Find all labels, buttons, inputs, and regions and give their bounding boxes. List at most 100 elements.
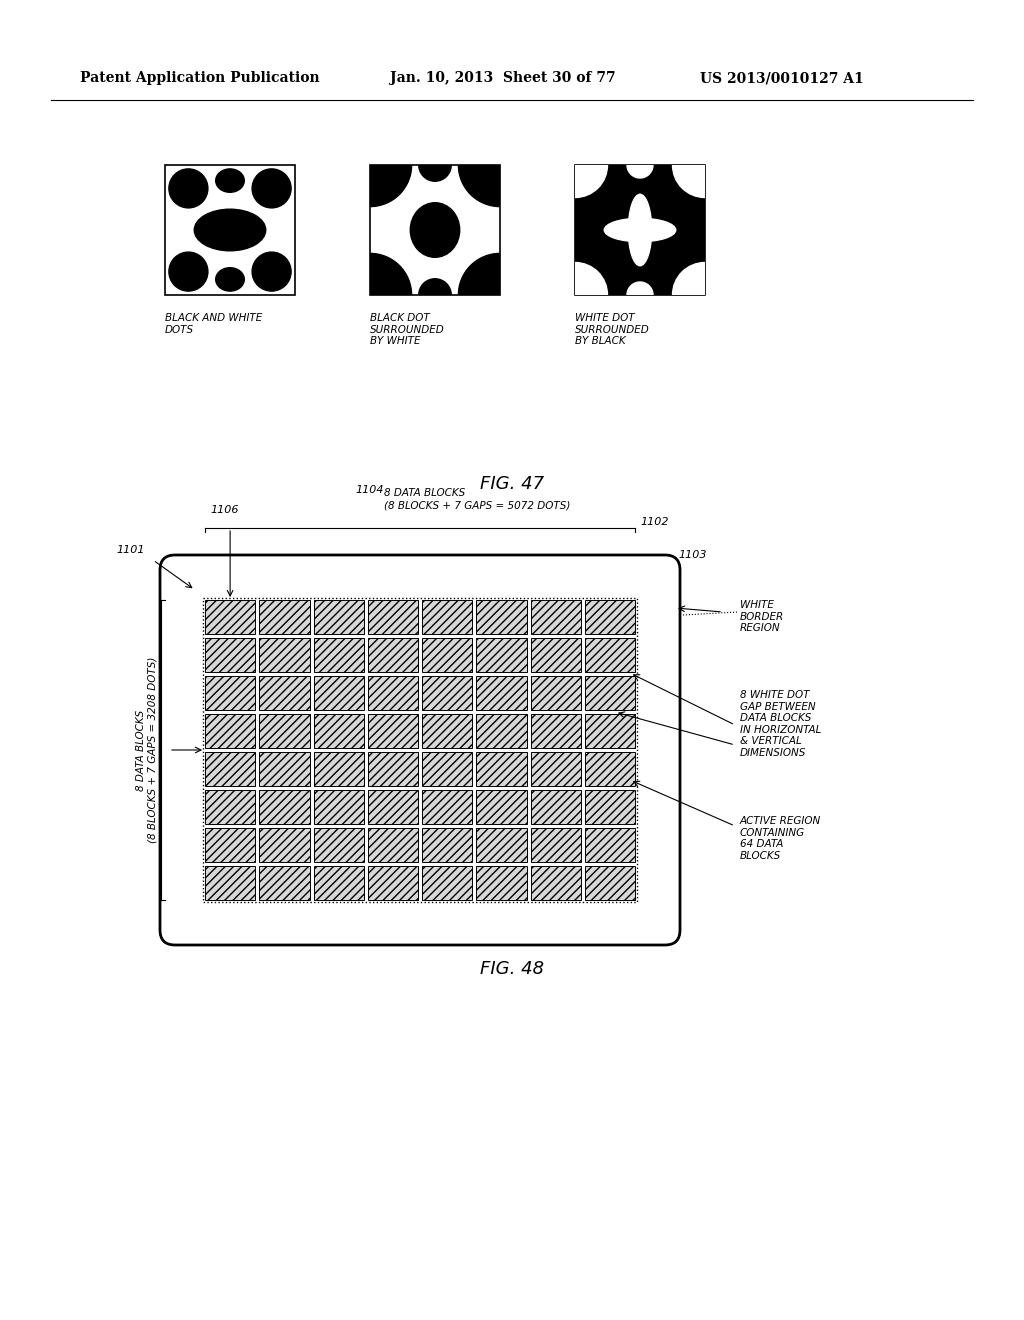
Text: 1103: 1103 <box>678 550 707 560</box>
Ellipse shape <box>627 152 653 178</box>
Bar <box>476 828 526 862</box>
Bar <box>313 601 364 634</box>
Ellipse shape <box>252 169 291 209</box>
Bar <box>476 714 526 748</box>
Text: ACTIVE REGION
CONTAINING
64 DATA
BLOCKS: ACTIVE REGION CONTAINING 64 DATA BLOCKS <box>740 816 821 861</box>
Bar <box>530 789 581 824</box>
Text: 1104: 1104 <box>355 484 384 495</box>
Bar <box>259 676 309 710</box>
Bar <box>530 714 581 748</box>
Bar <box>205 828 255 862</box>
Bar <box>422 676 472 710</box>
Bar <box>165 165 295 294</box>
Text: 1102: 1102 <box>640 517 669 527</box>
Bar <box>259 828 309 862</box>
Text: US 2013/0010127 A1: US 2013/0010127 A1 <box>700 71 864 84</box>
Bar <box>205 789 255 824</box>
Ellipse shape <box>329 123 412 207</box>
Bar <box>530 638 581 672</box>
Bar <box>422 714 472 748</box>
Bar <box>476 789 526 824</box>
Ellipse shape <box>216 169 245 193</box>
Ellipse shape <box>419 279 452 312</box>
Ellipse shape <box>419 149 452 181</box>
Bar <box>205 676 255 710</box>
Bar <box>585 638 635 672</box>
Bar <box>368 601 418 634</box>
Text: FIG. 47: FIG. 47 <box>480 475 544 492</box>
Bar <box>476 866 526 900</box>
Bar <box>585 828 635 862</box>
FancyBboxPatch shape <box>160 554 680 945</box>
Bar <box>422 789 472 824</box>
Bar <box>259 789 309 824</box>
Ellipse shape <box>673 263 737 327</box>
Bar <box>585 714 635 748</box>
Bar <box>205 714 255 748</box>
Text: BLACK DOT
SURROUNDED
BY WHITE: BLACK DOT SURROUNDED BY WHITE <box>370 313 444 346</box>
Bar <box>422 828 472 862</box>
Text: WHITE
BORDER
REGION: WHITE BORDER REGION <box>740 601 784 634</box>
Bar <box>368 676 418 710</box>
Bar <box>476 752 526 785</box>
Bar <box>368 752 418 785</box>
Bar <box>313 676 364 710</box>
Bar <box>259 752 309 785</box>
Ellipse shape <box>673 132 737 198</box>
Text: Jan. 10, 2013  Sheet 30 of 77: Jan. 10, 2013 Sheet 30 of 77 <box>390 71 615 84</box>
Bar <box>422 752 472 785</box>
Bar <box>368 828 418 862</box>
Text: Patent Application Publication: Patent Application Publication <box>80 71 319 84</box>
Bar <box>368 638 418 672</box>
Bar <box>205 866 255 900</box>
Bar <box>476 601 526 634</box>
Bar <box>422 866 472 900</box>
Bar <box>205 752 255 785</box>
Bar <box>259 866 309 900</box>
Bar <box>368 866 418 900</box>
Text: 8 WHITE DOT
GAP BETWEEN
DATA BLOCKS
IN HORIZONTAL
& VERTICAL
DIMENSIONS: 8 WHITE DOT GAP BETWEEN DATA BLOCKS IN H… <box>740 690 821 758</box>
Bar <box>585 752 635 785</box>
Text: WHITE DOT
SURROUNDED
BY BLACK: WHITE DOT SURROUNDED BY BLACK <box>575 313 650 346</box>
Ellipse shape <box>169 252 208 292</box>
Text: FIG. 48: FIG. 48 <box>480 960 544 978</box>
Bar <box>259 601 309 634</box>
Bar <box>370 165 500 294</box>
Bar <box>203 598 637 902</box>
Text: 1101: 1101 <box>117 545 145 554</box>
Text: 8 DATA BLOCKS
(8 BLOCKS + 7 GAPS = 5072 DOTS): 8 DATA BLOCKS (8 BLOCKS + 7 GAPS = 5072 … <box>384 488 570 510</box>
Bar <box>530 676 581 710</box>
Text: BLACK AND WHITE
DOTS: BLACK AND WHITE DOTS <box>165 313 262 334</box>
Ellipse shape <box>604 218 676 242</box>
Ellipse shape <box>252 252 291 292</box>
Bar <box>313 752 364 785</box>
Bar <box>259 638 309 672</box>
Ellipse shape <box>543 263 607 327</box>
Bar <box>205 638 255 672</box>
Bar <box>313 638 364 672</box>
Bar <box>585 601 635 634</box>
Text: 8 DATA BLOCKS
(8 BLOCKS + 7 GAPS = 3208 DOTS): 8 DATA BLOCKS (8 BLOCKS + 7 GAPS = 3208 … <box>136 657 158 843</box>
Ellipse shape <box>459 123 542 207</box>
Text: 1106: 1106 <box>210 506 239 515</box>
Bar <box>313 789 364 824</box>
Ellipse shape <box>169 169 208 209</box>
Bar <box>530 601 581 634</box>
Bar <box>205 601 255 634</box>
Bar <box>585 866 635 900</box>
Bar <box>476 676 526 710</box>
Ellipse shape <box>329 253 412 337</box>
Bar <box>368 714 418 748</box>
Ellipse shape <box>629 194 651 265</box>
Bar <box>259 714 309 748</box>
Ellipse shape <box>459 253 542 337</box>
Bar <box>422 638 472 672</box>
Bar <box>585 676 635 710</box>
Ellipse shape <box>543 132 607 198</box>
Bar <box>313 828 364 862</box>
Bar <box>368 789 418 824</box>
Bar <box>530 752 581 785</box>
Bar <box>476 638 526 672</box>
Bar <box>422 601 472 634</box>
Bar <box>313 866 364 900</box>
